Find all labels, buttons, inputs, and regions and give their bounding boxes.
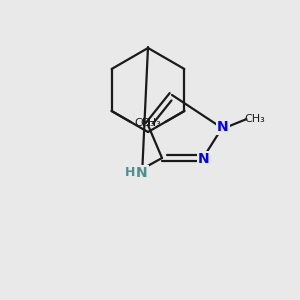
Text: CH₃: CH₃ [141,118,161,128]
Text: N: N [217,120,229,134]
Text: H: H [124,167,135,179]
Text: N: N [198,152,210,166]
Text: CH₃: CH₃ [135,118,155,128]
Text: N: N [136,166,148,180]
Text: CH₃: CH₃ [244,114,265,124]
